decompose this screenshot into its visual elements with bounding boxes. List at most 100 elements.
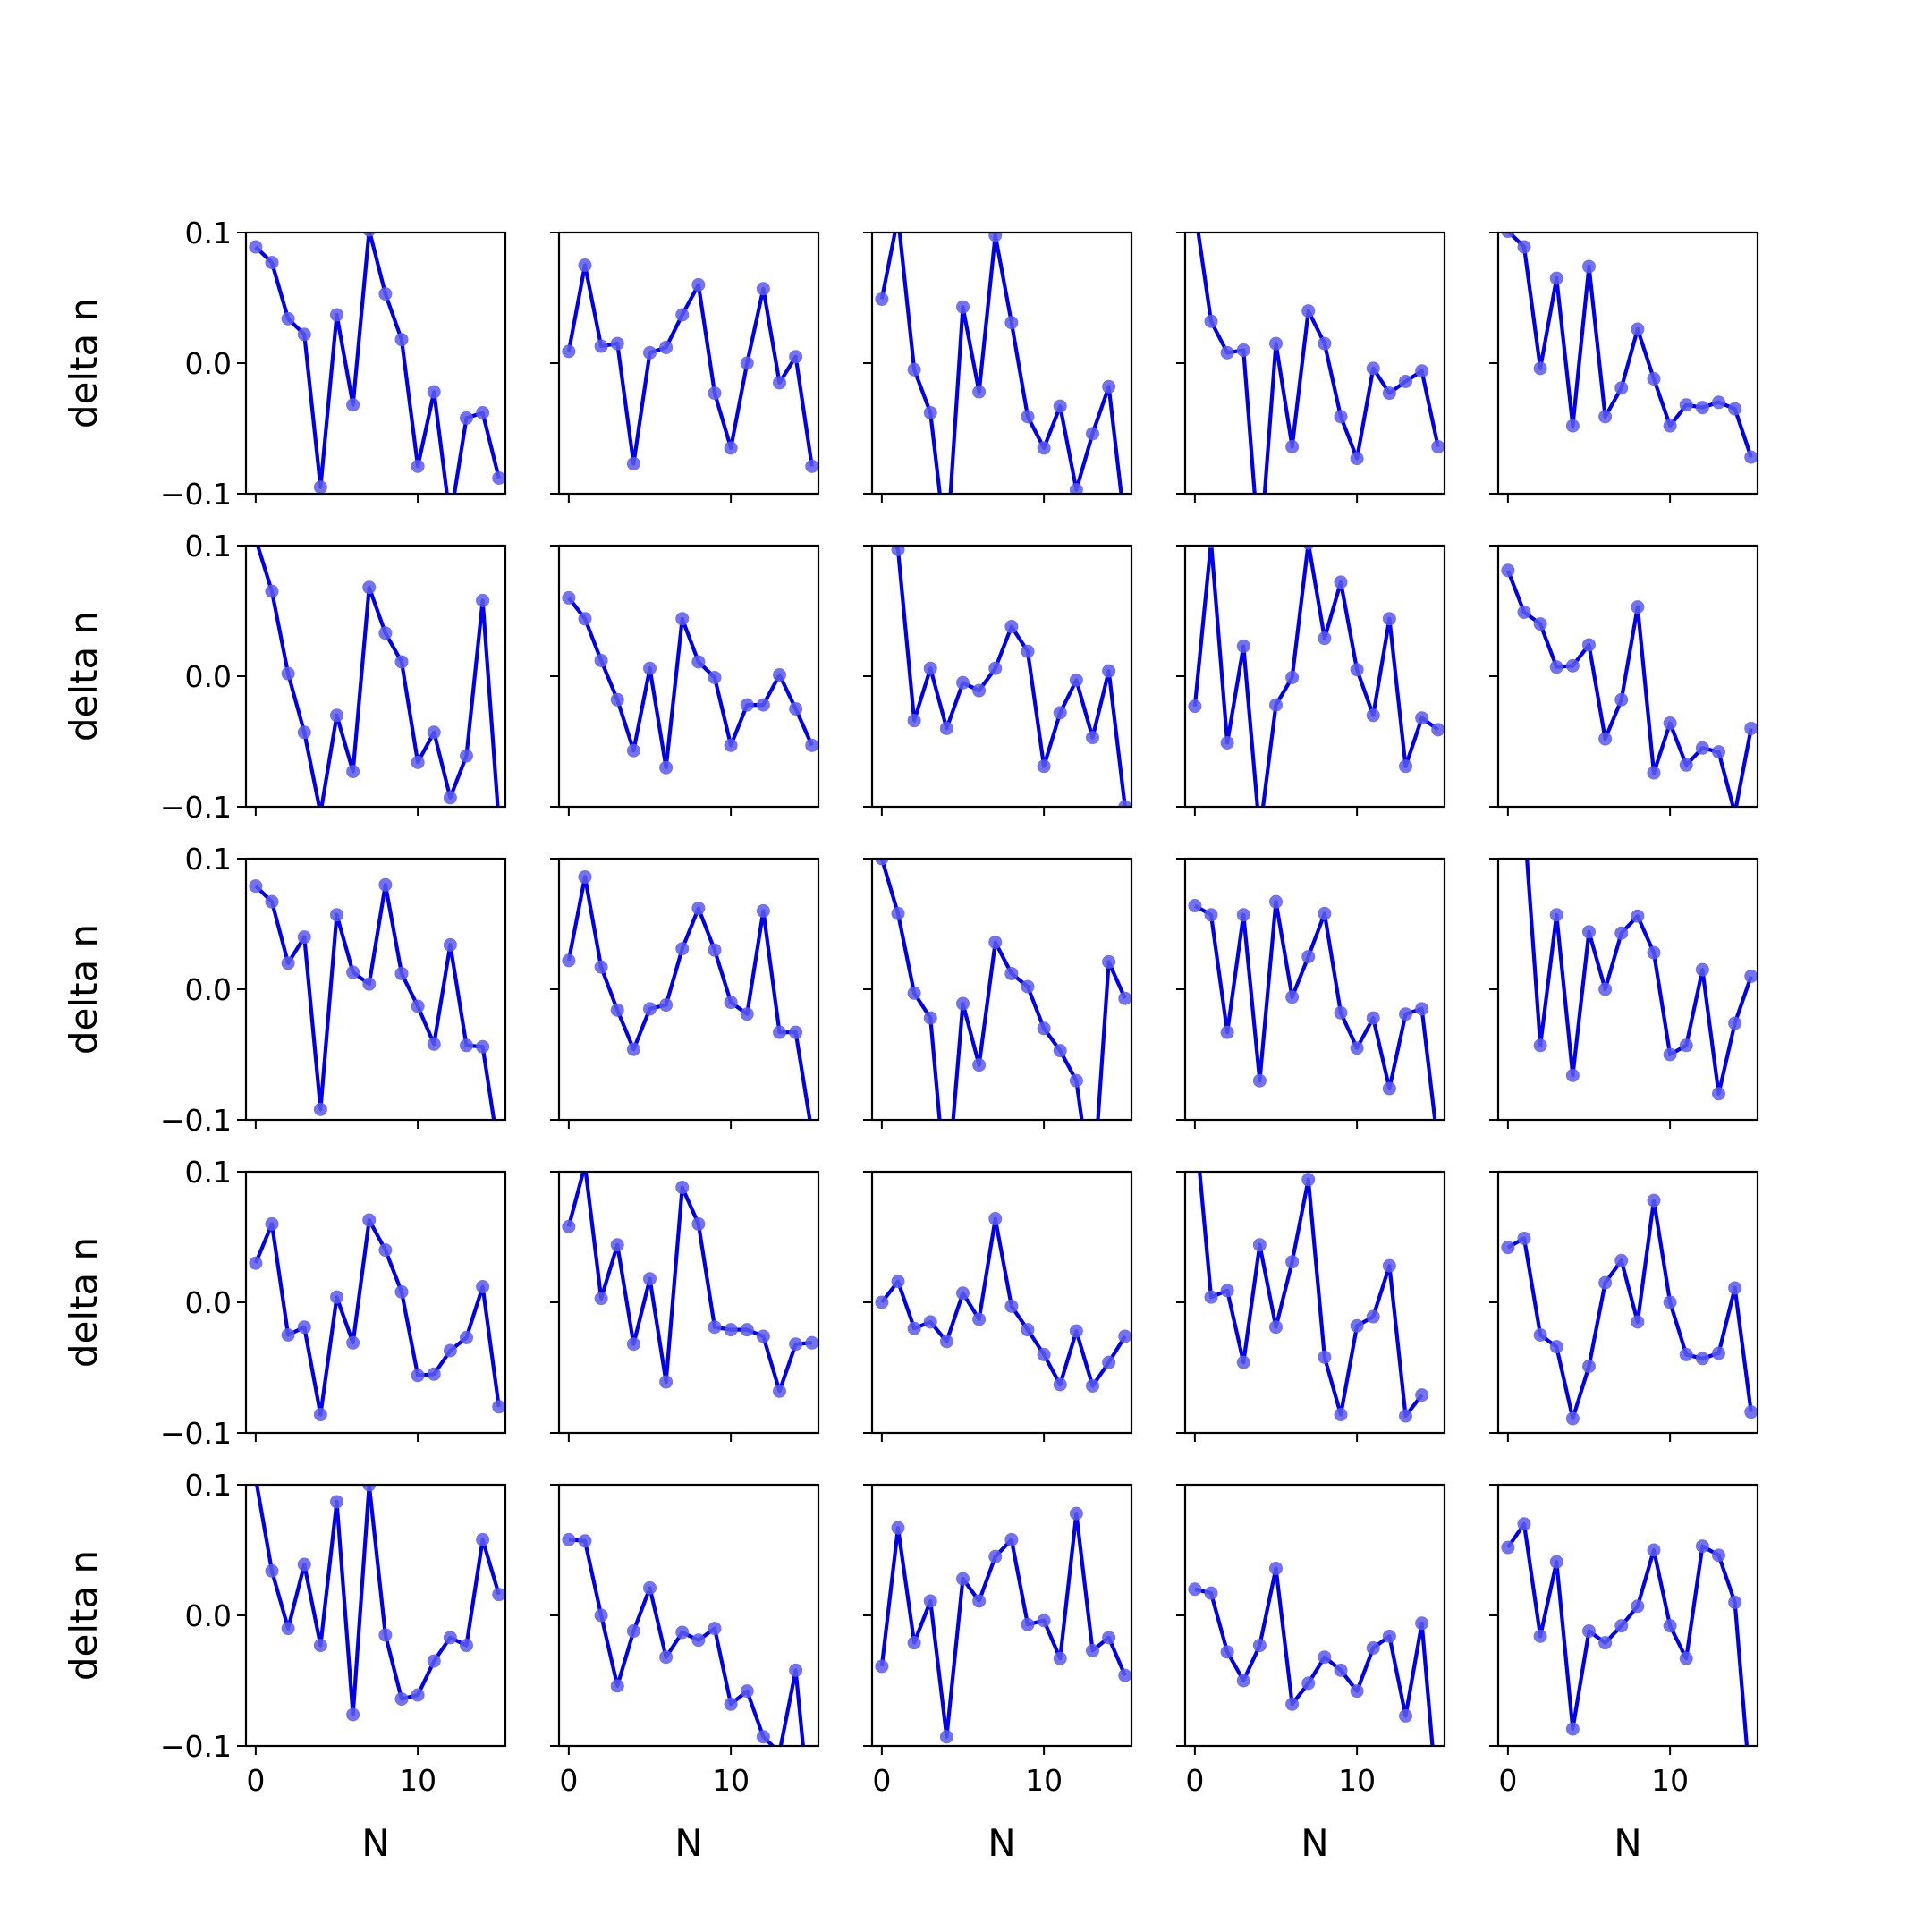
- subplot-r4-c5: [1489, 1170, 1759, 1442]
- data-point: [362, 580, 377, 595]
- data-point: [789, 350, 803, 364]
- data-point: [578, 258, 592, 272]
- data-point: [313, 1408, 327, 1422]
- data-point: [1004, 966, 1019, 980]
- x-tick-label: 10: [1651, 1763, 1689, 1798]
- data-point: [1236, 343, 1250, 357]
- data-point: [675, 1625, 690, 1640]
- subplot-r4-c2: [550, 1170, 820, 1442]
- data-point: [394, 1284, 409, 1299]
- data-point: [265, 1563, 279, 1578]
- data-point: [891, 1521, 905, 1535]
- data-point: [875, 1659, 889, 1674]
- plot-area: [254, 546, 500, 807]
- y-tick-label: −0.1: [160, 1103, 232, 1138]
- data-point: [427, 1367, 441, 1381]
- plot-area: [1196, 233, 1445, 494]
- data-point: [1712, 1087, 1725, 1101]
- plot-area: [562, 258, 818, 473]
- data-point: [281, 1328, 295, 1342]
- y-axis-label: delta n: [62, 1237, 106, 1368]
- data-point: [1004, 1532, 1019, 1546]
- subplot-r5-c2: 0 10 N: [550, 1483, 820, 1865]
- data-point: [443, 1343, 457, 1358]
- x-axis-label: N: [1614, 1821, 1641, 1865]
- data-point: [427, 1037, 441, 1051]
- subplot-r3-c4: [1176, 857, 1446, 1129]
- data-point: [805, 1335, 818, 1350]
- series-line: [1525, 859, 1753, 1096]
- data-point: [1220, 735, 1234, 750]
- data-point: [1021, 979, 1035, 994]
- data-point: [1431, 439, 1445, 453]
- subplot-r4-c1: 0.1 0.0 −0.1 delta n: [62, 1155, 507, 1451]
- data-point: [875, 292, 889, 306]
- plot-area: [1501, 233, 1758, 464]
- plot-area: [875, 1212, 1131, 1393]
- data-point: [1236, 908, 1250, 922]
- data-point: [1350, 1684, 1364, 1699]
- series-line: [566, 263, 814, 467]
- y-tick-label: 0.0: [185, 1598, 232, 1633]
- data-point: [1188, 699, 1202, 714]
- data-point: [1220, 1025, 1234, 1039]
- data-point: [594, 1292, 608, 1306]
- data-point: [1118, 991, 1131, 1005]
- data-point: [1533, 1629, 1547, 1643]
- data-point: [740, 698, 754, 712]
- data-point: [626, 743, 640, 758]
- data-point: [643, 1002, 657, 1016]
- data-point: [1350, 1318, 1364, 1333]
- data-point: [249, 1256, 263, 1270]
- data-point: [1350, 452, 1364, 466]
- y-tick-label: −0.1: [160, 477, 232, 512]
- data-point: [411, 755, 425, 769]
- data-point: [1334, 1408, 1348, 1422]
- data-point: [1663, 419, 1677, 433]
- plot-area: [1198, 1172, 1429, 1423]
- data-point: [1069, 673, 1083, 687]
- data-point: [756, 1730, 770, 1744]
- data-point: [626, 1042, 640, 1056]
- data-point: [988, 661, 1003, 675]
- data-point: [249, 879, 263, 894]
- data-point: [1501, 1241, 1515, 1255]
- subplot-r3-c5: [1489, 857, 1759, 1129]
- series-line: [1196, 233, 1440, 494]
- data-point: [562, 344, 576, 359]
- data-point: [773, 668, 786, 682]
- series-line: [254, 883, 496, 1120]
- data-point: [1533, 617, 1547, 631]
- y-axis-label: delta n: [62, 1550, 106, 1681]
- data-point: [972, 683, 987, 698]
- data-point: [1318, 631, 1332, 646]
- x-tick-label: 0: [1498, 1763, 1517, 1798]
- data-point: [956, 675, 970, 690]
- data-point: [562, 590, 576, 605]
- data-point: [1517, 240, 1531, 254]
- plot-area: [875, 1506, 1131, 1744]
- data-point: [1647, 766, 1661, 780]
- data-point: [972, 1594, 987, 1608]
- series-line: [1505, 569, 1753, 807]
- data-point: [956, 300, 970, 314]
- subplot-r1-c3: [863, 231, 1133, 503]
- data-point: [626, 1337, 640, 1352]
- plot-area: [875, 859, 1131, 1120]
- data-point: [1285, 1255, 1300, 1269]
- data-point: [1188, 1582, 1202, 1597]
- data-point: [1285, 439, 1300, 453]
- data-point: [756, 698, 770, 712]
- data-point: [1204, 908, 1218, 922]
- plot-area: [1501, 1193, 1758, 1426]
- data-point: [691, 277, 706, 292]
- data-point: [1647, 372, 1661, 386]
- data-point: [956, 1286, 970, 1301]
- data-point: [460, 411, 473, 425]
- y-tick-label: 0.1: [185, 216, 232, 250]
- data-point: [1533, 361, 1547, 376]
- data-point: [1069, 1324, 1083, 1338]
- data-point: [1252, 1073, 1267, 1088]
- data-point: [1712, 745, 1725, 759]
